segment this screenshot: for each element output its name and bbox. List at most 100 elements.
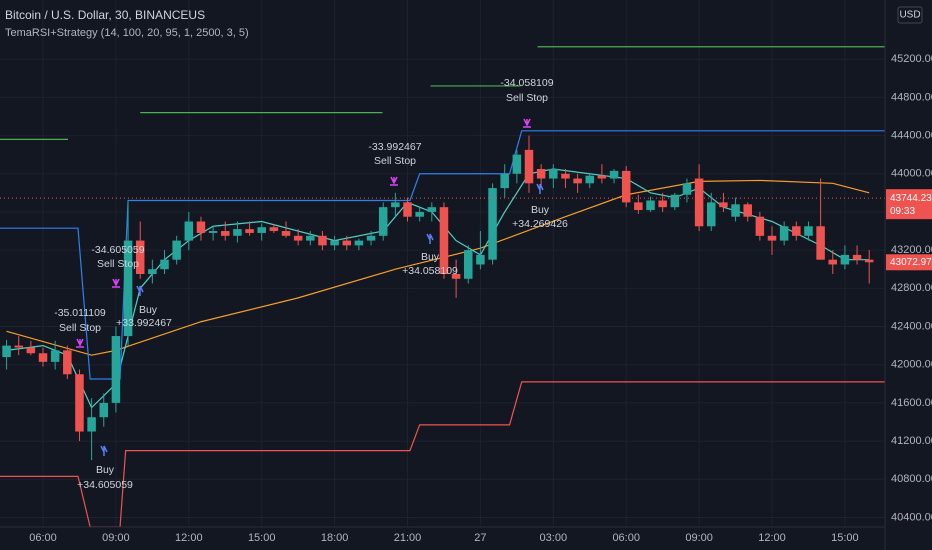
candle-body xyxy=(293,235,303,241)
signal-amount: +33.992467 xyxy=(116,317,172,329)
candle-body xyxy=(2,345,11,358)
signal-text: Buy xyxy=(421,251,440,263)
currency-box[interactable] xyxy=(897,6,923,24)
x-tick-label: 27 xyxy=(474,532,486,544)
candle-body xyxy=(792,226,801,236)
candle-body xyxy=(306,235,315,241)
candle-body xyxy=(731,204,740,217)
candle-body xyxy=(634,202,643,211)
candle-body xyxy=(50,350,60,362)
price-label: 43744.23 xyxy=(890,193,932,204)
candle-body xyxy=(549,168,558,179)
candle-body xyxy=(427,207,437,212)
y-tick-label: 44000.00 xyxy=(891,168,932,180)
candle-body xyxy=(719,202,728,208)
y-tick-label: 45200.00 xyxy=(891,53,932,65)
price-label-box xyxy=(886,189,932,220)
sell-arrow xyxy=(523,118,531,128)
candle-body xyxy=(828,259,838,265)
candle-body xyxy=(75,374,84,432)
candle-body xyxy=(682,183,692,195)
signal-text: Sell Stop xyxy=(59,322,101,334)
candle-body xyxy=(208,231,218,233)
signals: -35.011109 Sell Stop Buy +34.605059 -34.… xyxy=(54,77,568,491)
x-tick-label: 12:00 xyxy=(175,532,203,544)
signal-text: Sell Stop xyxy=(374,155,416,167)
x-tick-label: 21:00 xyxy=(394,532,422,544)
candle-body xyxy=(840,254,850,265)
candle-body xyxy=(743,204,752,217)
candle-body xyxy=(621,170,631,203)
candle-body xyxy=(451,274,461,279)
candle-body xyxy=(670,194,680,208)
candle-body xyxy=(694,178,704,227)
candle-body xyxy=(585,175,595,184)
indicator-line xyxy=(0,381,885,527)
buy-arrow xyxy=(100,445,108,456)
x-tick-label: 09:00 xyxy=(102,532,130,544)
candle-body xyxy=(354,240,364,246)
candle-body xyxy=(14,345,23,348)
candle-body xyxy=(755,216,765,236)
signal-amount: -35.011109 xyxy=(54,307,106,319)
candle-body xyxy=(707,202,716,227)
candle-body xyxy=(391,202,400,208)
candle-body xyxy=(852,254,862,260)
candle-body xyxy=(172,240,181,260)
signal-text: Buy xyxy=(531,204,550,216)
y-tick-label: 44400.00 xyxy=(891,129,932,141)
candle-body xyxy=(415,211,424,217)
candle-body xyxy=(135,240,145,275)
candle-body xyxy=(342,240,352,246)
buy-arrow xyxy=(536,183,544,194)
x-tick-label: 03:00 xyxy=(540,532,568,544)
y-tick-label: 42800.00 xyxy=(891,282,932,294)
signal-amount: -33.992467 xyxy=(368,141,421,153)
candle-body xyxy=(597,175,607,179)
candle-body xyxy=(512,154,522,174)
x-tick-label: 15:00 xyxy=(831,532,859,544)
candle-body xyxy=(816,226,825,260)
signal-text: Buy xyxy=(96,464,115,476)
candle-body xyxy=(221,231,230,236)
candle-body xyxy=(561,173,570,179)
y-tick-label: 44800.00 xyxy=(891,91,932,103)
signal-amount: +34.058109 xyxy=(402,265,458,277)
last-price-box xyxy=(886,254,932,271)
chart-title: Bitcoin / U.S. Dollar, 30, BINANCEUS xyxy=(5,8,205,22)
candle-body xyxy=(439,207,449,275)
candle-body xyxy=(184,221,194,241)
candle-body xyxy=(500,173,509,189)
signal-amount: -34.605059 xyxy=(91,244,144,256)
candle-body xyxy=(26,347,36,354)
candle-body xyxy=(536,168,546,179)
candle-body xyxy=(476,254,485,265)
y-tick-label: 42400.00 xyxy=(891,320,932,332)
x-tick-label: 18:00 xyxy=(321,532,349,544)
sell-arrow xyxy=(112,278,120,288)
candle-body xyxy=(38,353,48,362)
candle-body xyxy=(245,229,254,233)
candle-body xyxy=(233,229,242,236)
candle-body xyxy=(330,240,339,246)
signal-text: Buy xyxy=(139,304,158,316)
candle-body xyxy=(464,250,473,279)
candle-body xyxy=(524,149,534,184)
buy-arrow xyxy=(136,285,144,296)
candle-body xyxy=(160,259,169,270)
candle-body xyxy=(779,226,789,241)
candle-body xyxy=(111,336,121,403)
last-price-label: 43072.97 xyxy=(890,257,932,268)
candle-body xyxy=(123,240,133,337)
candle-body xyxy=(488,188,497,260)
currency[interactable]: USD xyxy=(899,10,920,21)
buy-arrow xyxy=(426,233,434,244)
signal-amount: -34.058109 xyxy=(500,77,553,89)
candle-body xyxy=(99,402,109,418)
candle-body xyxy=(864,259,874,263)
y-tick-label: 40400.00 xyxy=(891,511,932,523)
candle-body xyxy=(281,231,291,236)
indicator-line xyxy=(0,130,885,380)
plot-area xyxy=(0,46,885,527)
